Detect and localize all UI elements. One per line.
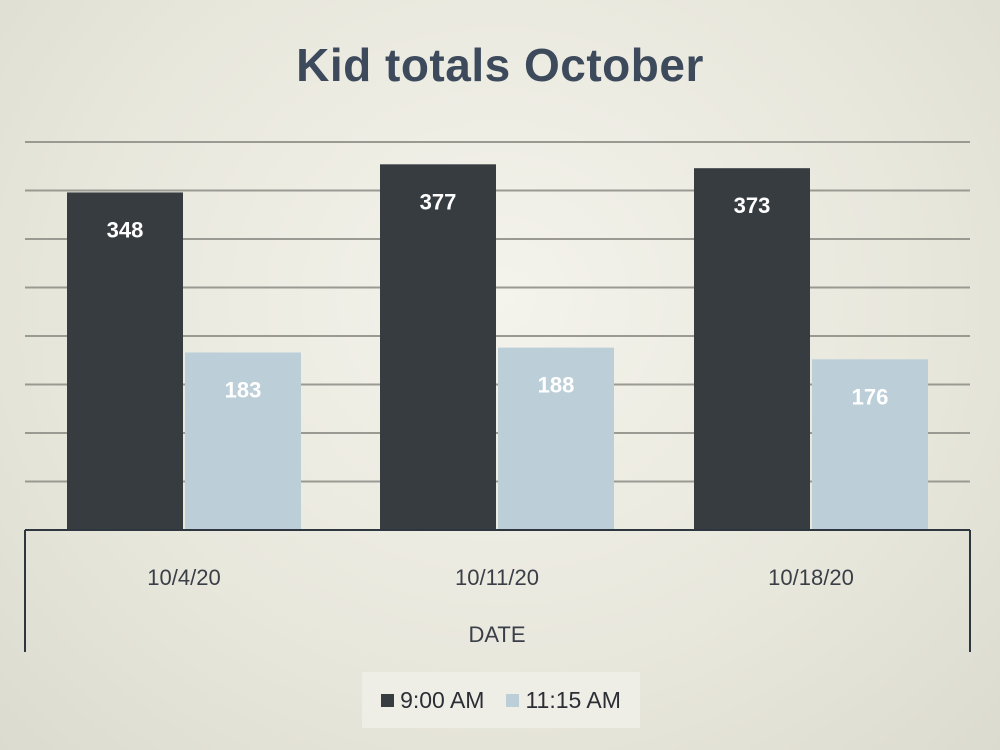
bar-series-1-0	[185, 352, 301, 530]
bar-series-0-1	[380, 164, 496, 530]
x-axis-title: DATE	[468, 622, 525, 647]
data-label-series-0-2: 373	[734, 193, 771, 218]
bar-series-1-1	[498, 347, 614, 530]
x-tick-label-2: 10/18/20	[768, 565, 854, 590]
data-label-series-1-0: 183	[225, 377, 262, 402]
data-label-series-0-1: 377	[420, 189, 457, 214]
chart-title: Kid totals October	[296, 39, 704, 91]
legend-label-series-1: 11:15 AM	[525, 686, 621, 713]
bars	[67, 164, 928, 530]
legend-label-series-0: 9:00 AM	[400, 686, 485, 713]
bar-series-0-0	[67, 192, 183, 530]
x-tick-label-1: 10/11/20	[455, 565, 539, 590]
x-tick-label-0: 10/4/20	[147, 565, 220, 590]
x-axis: 10/4/20 10/11/20 10/18/20 DATE	[24, 529, 971, 652]
bar-series-1-2	[812, 359, 928, 530]
legend: 9:00 AM 11:15 AM	[362, 672, 640, 728]
data-label-series-0-0: 348	[107, 217, 144, 242]
data-label-series-1-2: 176	[852, 384, 889, 409]
data-labels: 348 183 377 188 373 176	[107, 189, 889, 409]
bar-series-0-2	[694, 168, 810, 530]
legend-item-series-1: 11:15 AM	[506, 686, 621, 714]
data-label-series-1-1: 188	[538, 373, 575, 398]
legend-swatch-series-0	[381, 693, 395, 707]
legend-swatch-series-1	[506, 693, 520, 707]
legend-item-series-0: 9:00 AM	[381, 687, 484, 714]
